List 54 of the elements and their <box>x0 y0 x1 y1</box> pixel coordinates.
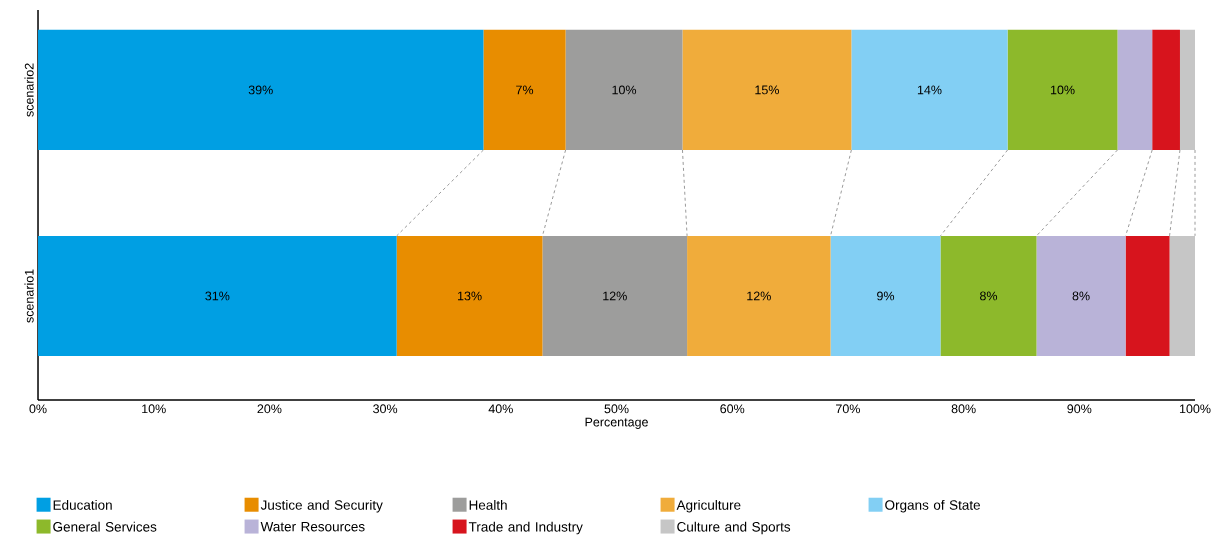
x-axis-title: Percentage <box>585 417 648 429</box>
data-label: 13% <box>458 291 482 301</box>
x-tick-label: 50% <box>604 404 629 414</box>
y-tick-label: scenario1 <box>24 269 34 323</box>
bar <box>682 29 852 150</box>
legend-label: Education <box>53 499 112 510</box>
data-label: 12% <box>603 291 627 301</box>
legend-label: Culture and Sports <box>677 521 791 535</box>
data-label: 7% <box>516 85 534 95</box>
x-tick-label: 0% <box>29 404 47 414</box>
bar <box>1169 235 1196 356</box>
legend-label: General Services <box>53 521 157 532</box>
legend-label: Water Resources <box>260 521 365 532</box>
x-tick-label: 40% <box>488 404 513 414</box>
x-tick-label: 20% <box>257 404 282 414</box>
data-label: 9% <box>877 291 895 301</box>
bar <box>483 29 566 150</box>
bar <box>1036 235 1126 356</box>
bar <box>1117 29 1153 150</box>
data-label: 15% <box>755 85 779 95</box>
legend-label: Organs of State <box>885 499 980 513</box>
x-tick-label: 30% <box>373 404 398 414</box>
bar <box>1125 235 1170 356</box>
bar <box>1179 29 1196 150</box>
bar <box>565 29 683 150</box>
x-tick-label: 90% <box>1067 404 1092 414</box>
bar <box>830 235 941 356</box>
bar <box>687 235 831 356</box>
data-label: 10% <box>612 85 637 95</box>
data-label: 31% <box>205 291 230 301</box>
x-tick-label: 60% <box>720 404 745 414</box>
data-label: 14% <box>917 85 942 95</box>
legend-label: Justice and Security <box>260 499 383 513</box>
data-label: 8% <box>980 291 998 301</box>
data-label: 10% <box>1050 85 1075 95</box>
data-label: 8% <box>1072 291 1090 301</box>
bar <box>851 29 1008 150</box>
bar <box>38 29 484 150</box>
x-tick-label: 100% <box>1179 404 1211 414</box>
legend-label: Agriculture <box>676 499 741 513</box>
y-tick-label: scenario2 <box>24 63 34 117</box>
x-tick-label: 70% <box>836 404 860 414</box>
bar <box>542 235 688 356</box>
bar <box>38 235 397 356</box>
bar <box>940 235 1037 356</box>
bar <box>1007 29 1118 150</box>
x-tick-label: 10% <box>142 404 166 414</box>
data-label: 12% <box>747 291 771 301</box>
x-tick-label: 80% <box>951 404 976 414</box>
bar <box>1152 29 1180 150</box>
legend-label: Health <box>469 499 507 510</box>
bar <box>396 235 543 356</box>
legend-label: Trade and Industry <box>468 521 583 535</box>
data-label: 39% <box>248 85 273 95</box>
